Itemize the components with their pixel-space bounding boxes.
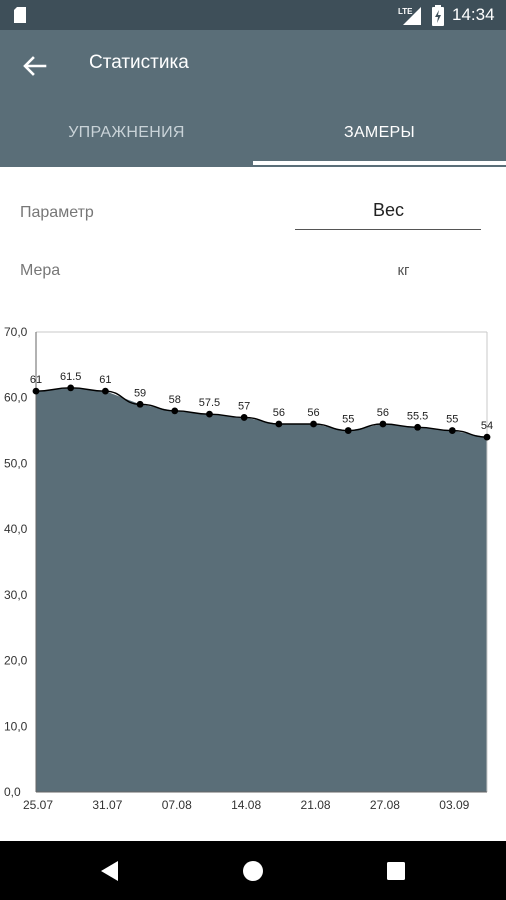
data-point <box>310 420 317 428</box>
data-label: 56 <box>273 407 285 419</box>
data-point <box>136 400 144 408</box>
data-label: 61.5 <box>60 371 81 383</box>
data-label: 54 <box>481 420 493 432</box>
x-tick-label: 07.08 <box>162 798 192 812</box>
tab-measurements[interactable]: ЗАМЕРЫ <box>344 124 415 141</box>
data-point <box>206 410 213 418</box>
data-label: 55.5 <box>407 410 428 422</box>
sd-card-icon <box>14 7 26 23</box>
x-tick-label: 21.08 <box>301 798 331 812</box>
y-tick-label: 0,0 <box>4 785 21 799</box>
data-point <box>379 420 387 428</box>
y-tick-label: 30,0 <box>4 588 28 602</box>
y-tick-label: 50,0 <box>4 456 28 470</box>
x-tick-label: 14.08 <box>231 798 261 812</box>
arrow-back-icon[interactable] <box>18 50 50 82</box>
network-type: LTE <box>398 7 413 16</box>
data-label: 55 <box>342 414 354 426</box>
measure-value: кг <box>397 262 410 279</box>
series-line <box>35 387 488 438</box>
recents-square-icon[interactable] <box>382 857 410 885</box>
data-point <box>414 423 422 431</box>
data-point <box>483 433 491 441</box>
signal-icon <box>403 7 421 25</box>
measure-label: Мера <box>20 262 61 279</box>
y-tick-label: 70,0 <box>4 325 28 339</box>
clock: 14:34 <box>452 5 495 24</box>
parameter-underline <box>295 229 481 230</box>
tab-exercises[interactable]: УПРАЖНЕНИЯ <box>68 124 185 141</box>
data-point <box>171 407 179 415</box>
tab-indicator <box>253 161 506 165</box>
y-tick-label: 40,0 <box>4 522 28 536</box>
back-triangle-icon[interactable] <box>96 857 124 885</box>
x-tick-label: 31.07 <box>92 798 122 812</box>
data-label: 59 <box>134 387 146 399</box>
x-tick-label: 03.09 <box>439 798 469 812</box>
data-label: 56 <box>307 407 319 419</box>
data-point <box>67 384 75 392</box>
y-tick-label: 60,0 <box>4 391 28 405</box>
data-point <box>240 414 248 421</box>
app-bar: Статистика УПРАЖНЕНИЯ ЗАМЕРЫ <box>0 30 506 167</box>
navigation-bar <box>0 841 506 900</box>
page-title: Статистика <box>89 52 189 73</box>
data-point <box>448 427 456 434</box>
data-label: 61 <box>99 374 111 386</box>
data-point <box>275 420 283 428</box>
y-tick-label: 10,0 <box>4 719 28 733</box>
data-point <box>344 427 352 434</box>
home-circle-icon[interactable] <box>239 857 267 885</box>
data-point <box>32 387 40 395</box>
x-tick-label: 25.07 <box>23 798 53 812</box>
data-label: 57.5 <box>199 397 220 409</box>
data-label: 61 <box>30 374 42 386</box>
x-tick-label: 27.08 <box>370 798 400 812</box>
data-label: 56 <box>377 407 389 419</box>
data-label: 55 <box>446 414 458 426</box>
data-label: 58 <box>169 394 181 406</box>
data-point <box>101 387 109 395</box>
y-tick-label: 20,0 <box>4 654 28 668</box>
chart-area <box>36 387 487 792</box>
parameter-select[interactable]: Вес <box>372 200 405 220</box>
parameter-label: Параметр <box>20 204 94 221</box>
battery-charging-icon <box>432 5 444 26</box>
data-label: 57 <box>238 400 250 412</box>
status-bar: LTE 14:34 <box>0 0 506 30</box>
weight-chart: 61 61.5 61 59 58 57.5 57 56 56 55 56 55.5 55 54 0,0 10,… <box>4 325 493 812</box>
